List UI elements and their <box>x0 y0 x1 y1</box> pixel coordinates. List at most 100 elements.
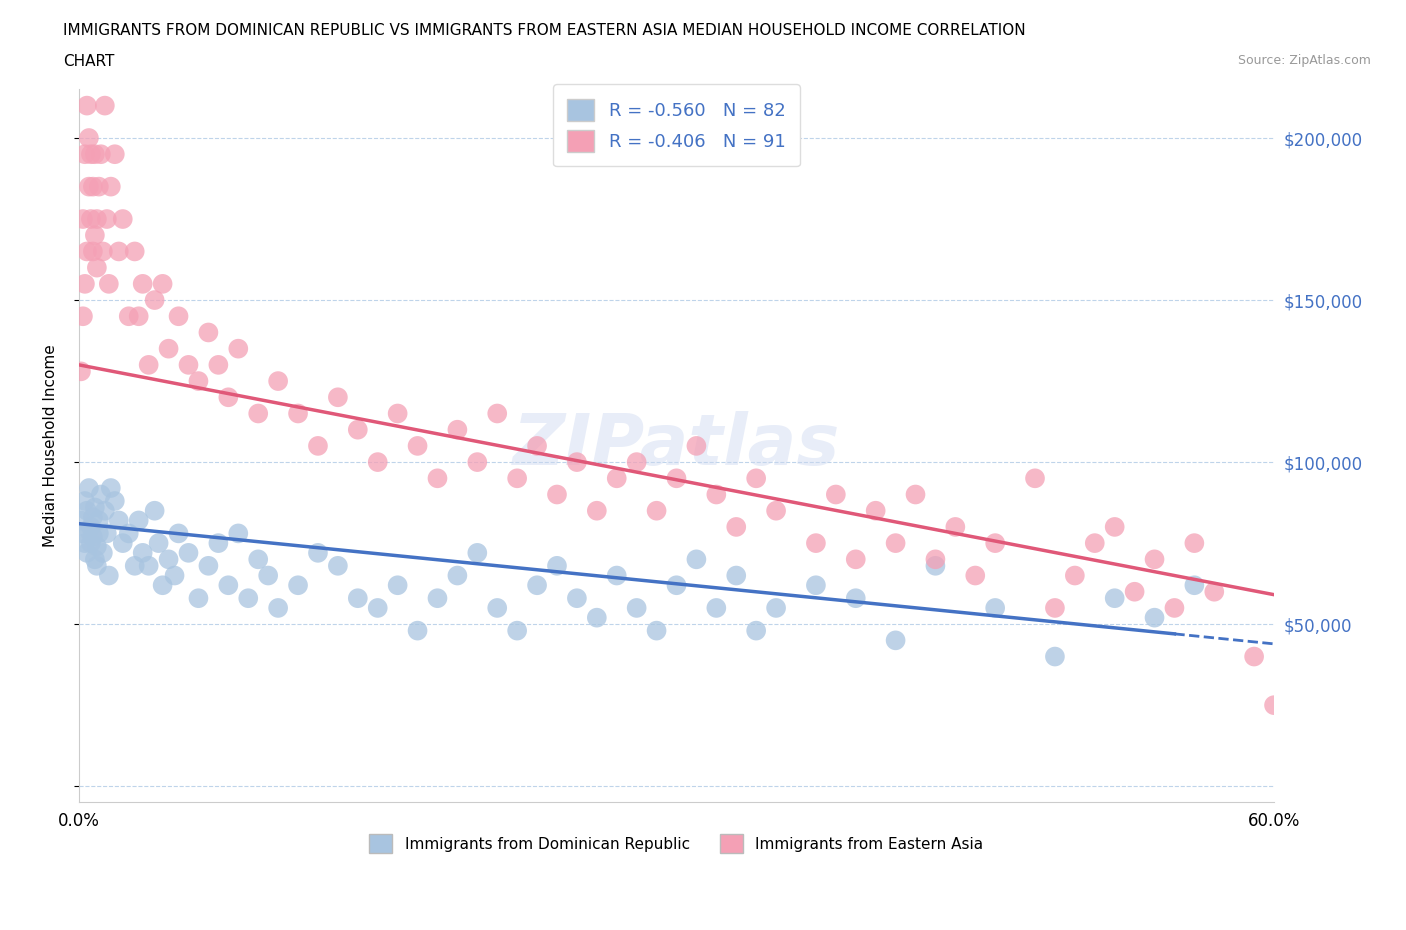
Point <box>307 545 329 560</box>
Point <box>804 578 827 592</box>
Point <box>765 503 787 518</box>
Point <box>94 503 117 518</box>
Point <box>77 130 100 145</box>
Point <box>76 99 98 113</box>
Point <box>96 526 118 541</box>
Point <box>1163 601 1185 616</box>
Point <box>267 374 290 389</box>
Point <box>91 545 114 560</box>
Point <box>143 503 166 518</box>
Point <box>87 179 110 194</box>
Point <box>97 568 120 583</box>
Point <box>546 558 568 573</box>
Point <box>70 364 93 379</box>
Point <box>197 325 219 339</box>
Point <box>765 601 787 616</box>
Point <box>187 591 209 605</box>
Point <box>845 551 868 566</box>
Point <box>1024 471 1046 485</box>
Point <box>77 523 100 538</box>
Point <box>486 601 509 616</box>
Point <box>506 471 529 485</box>
Point <box>1043 601 1066 616</box>
Point <box>107 513 129 528</box>
Point <box>76 244 98 259</box>
Point <box>406 623 429 638</box>
Point <box>94 99 117 113</box>
Point <box>526 578 548 592</box>
Point <box>107 244 129 259</box>
Point <box>565 591 588 605</box>
Point <box>76 503 98 518</box>
Point <box>465 545 488 560</box>
Point <box>704 487 727 502</box>
Point <box>167 309 190 324</box>
Point <box>606 471 628 485</box>
Point <box>157 341 180 356</box>
Point <box>86 212 108 227</box>
Point <box>367 601 389 616</box>
Point <box>111 212 134 227</box>
Point <box>86 538 108 553</box>
Point <box>565 455 588 470</box>
Point <box>80 536 103 551</box>
Point <box>884 633 907 648</box>
Point <box>207 357 229 372</box>
Point <box>645 503 668 518</box>
Point <box>87 513 110 528</box>
Text: ZIPatlas: ZIPatlas <box>513 411 841 481</box>
Point <box>585 503 607 518</box>
Point <box>138 357 160 372</box>
Point <box>90 487 112 502</box>
Point <box>143 293 166 308</box>
Point <box>128 309 150 324</box>
Point <box>984 601 1007 616</box>
Point <box>96 212 118 227</box>
Point <box>387 578 409 592</box>
Point <box>287 406 309 421</box>
Point <box>217 390 239 405</box>
Point <box>585 610 607 625</box>
Point <box>157 551 180 566</box>
Point <box>86 260 108 275</box>
Point <box>77 481 100 496</box>
Point <box>247 406 270 421</box>
Point <box>645 623 668 638</box>
Point <box>965 568 987 583</box>
Point <box>267 601 290 616</box>
Point <box>824 487 846 502</box>
Point <box>845 591 868 605</box>
Point <box>326 558 349 573</box>
Point <box>73 494 96 509</box>
Point <box>685 551 707 566</box>
Point <box>665 578 688 592</box>
Point <box>72 526 94 541</box>
Point <box>100 179 122 194</box>
Point <box>924 551 946 566</box>
Point <box>138 558 160 573</box>
Point <box>118 309 141 324</box>
Point <box>82 510 104 525</box>
Point <box>1143 610 1166 625</box>
Point <box>346 591 368 605</box>
Point <box>226 526 249 541</box>
Point <box>626 455 648 470</box>
Point <box>486 406 509 421</box>
Point <box>725 568 748 583</box>
Point <box>984 536 1007 551</box>
Point <box>83 551 105 566</box>
Point <box>367 455 389 470</box>
Point <box>287 578 309 592</box>
Point <box>80 520 103 535</box>
Point <box>665 471 688 485</box>
Point <box>73 147 96 162</box>
Point <box>72 309 94 324</box>
Point <box>1204 584 1226 599</box>
Point <box>943 520 966 535</box>
Point <box>131 276 153 291</box>
Point <box>90 147 112 162</box>
Point <box>606 568 628 583</box>
Point <box>526 438 548 453</box>
Point <box>207 536 229 551</box>
Point <box>725 520 748 535</box>
